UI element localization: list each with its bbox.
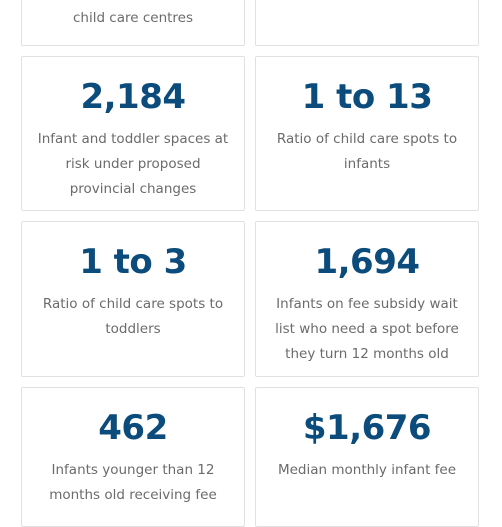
stat-description: Infants younger than 12 months old recei… [49, 462, 217, 503]
stat-card-toddler-ratio: 1 to 3 Ratio of child care spots to todd… [21, 221, 245, 377]
stat-value: 1 to 13 [301, 77, 433, 117]
stat-description: Infant and toddler spaces at risk under … [37, 131, 229, 197]
stat-card-spaces-at-risk: 2,184 Infant and toddler spaces at risk … [21, 56, 245, 211]
stat-value: 2,184 [80, 77, 186, 117]
stat-value: 1 to 3 [79, 242, 187, 282]
stat-value: 1,694 [314, 242, 420, 282]
stat-description: Ratio of child care spots to toddlers [42, 296, 224, 337]
stat-card-infant-ratio: 1 to 13 Ratio of child care spots to inf… [255, 56, 479, 211]
stat-value: 462 [98, 408, 168, 448]
stat-card-median-fee: $1,676 Median monthly infant fee [255, 387, 479, 527]
stat-description: child care centres [72, 10, 194, 26]
stat-description: Infants on fee subsidy wait list who nee… [275, 296, 459, 362]
stat-card-infants-receiving: 462 Infants younger than 12 months old r… [21, 387, 245, 527]
stat-description: Median monthly infant fee [277, 462, 457, 478]
stat-card-centres: child care centres [21, 0, 245, 46]
stat-description [270, 0, 464, 6]
stat-description: Ratio of child care spots to infants [276, 131, 458, 172]
stats-grid: child care centres 2,184 Infant and todd… [21, 0, 479, 527]
stat-card-partial [255, 0, 479, 46]
stat-value: $1,676 [302, 408, 432, 448]
stat-card-wait-list: 1,694 Infants on fee subsidy wait list w… [255, 221, 479, 377]
